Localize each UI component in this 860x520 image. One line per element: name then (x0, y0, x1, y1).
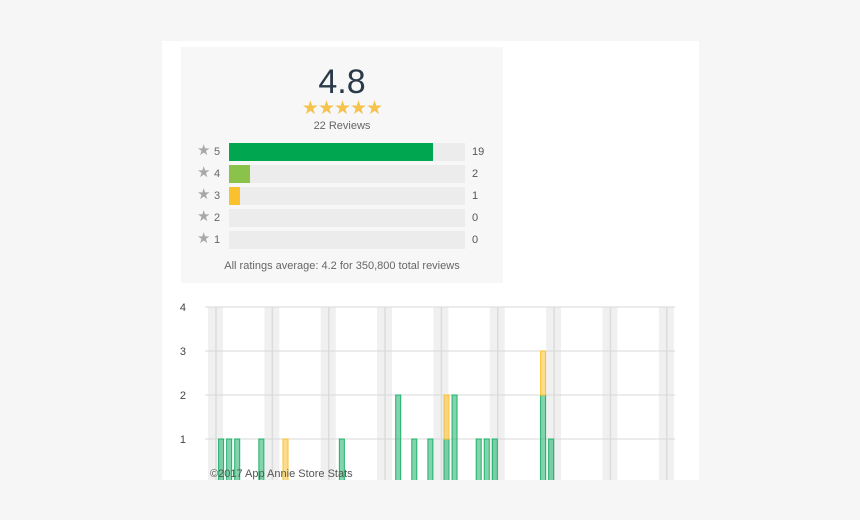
daily-ratings-chart: 1 2 3 4 (180, 302, 675, 480)
star-icon: ★ (197, 142, 211, 159)
daily-bar (540, 394, 547, 480)
rating-bar-fill (229, 143, 433, 161)
rating-bar-track (229, 165, 465, 183)
rating-count-label: 1 (472, 190, 479, 202)
reviews-card: 4.8 ★★★★★ 22 Reviews ★ 5 19 ★ 4 2 ★ 3 1 ★ 2 0 ★ 1 0 Al… (162, 41, 699, 480)
rating-count-label: 19 (472, 146, 485, 158)
daily-bar (395, 394, 402, 480)
star-icon: ★ (197, 208, 211, 225)
star-icon: ★ (197, 230, 211, 247)
daily-bar (540, 350, 547, 396)
daily-bar (475, 438, 482, 480)
rating-level-label: 3 (214, 190, 221, 202)
rating-bar-fill (229, 187, 240, 205)
rating-count-label: 2 (472, 168, 479, 180)
rating-stars-icon: ★★★★★ (301, 98, 383, 119)
all-ratings-average: All ratings average: 4.2 for 350,800 tot… (224, 260, 460, 272)
average-rating: 4.8 (318, 63, 366, 101)
daily-bar (483, 438, 490, 480)
daily-bar (338, 438, 345, 480)
daily-bar (427, 438, 434, 480)
daily-bar (443, 394, 450, 440)
y-tick-label: 2 (180, 390, 186, 402)
rating-summary-panel: 4.8 ★★★★★ 22 Reviews ★ 5 19 ★ 4 2 ★ 3 1 ★ 2 0 ★ 1 0 Al… (181, 47, 503, 283)
daily-bar (411, 438, 418, 480)
rating-row-2: ★ 2 0 (197, 208, 497, 227)
daily-bar (548, 438, 555, 480)
rating-row-5: ★ 5 19 (197, 142, 497, 161)
rating-level-label: 2 (214, 212, 221, 224)
daily-bar (258, 438, 265, 480)
daily-bar (443, 438, 450, 480)
daily-bar (234, 438, 241, 480)
rating-bar-track (229, 187, 465, 205)
rating-bar-track (229, 231, 465, 249)
star-icon: ★ (197, 186, 211, 203)
daily-bar (226, 438, 233, 480)
rating-row-1: ★ 1 0 (197, 230, 497, 249)
rating-level-label: 1 (214, 234, 221, 246)
rating-bar-track (229, 143, 465, 161)
copyright-text: ©2017 App Annie Store Stats (210, 468, 353, 480)
rating-row-4: ★ 4 2 (197, 164, 497, 183)
y-tick-label: 3 (180, 346, 186, 358)
daily-bar (451, 394, 458, 480)
rating-count-label: 0 (472, 234, 479, 246)
daily-bar (218, 438, 225, 480)
rating-row-3: ★ 3 1 (197, 186, 497, 205)
daily-bar (282, 438, 289, 480)
y-tick-label: 4 (180, 302, 186, 314)
rating-level-label: 5 (214, 146, 221, 158)
y-tick-label: 1 (180, 434, 186, 446)
rating-bar-fill (229, 165, 250, 183)
daily-bar (491, 438, 498, 480)
reviews-count: 22 Reviews (313, 120, 371, 132)
rating-count-label: 0 (472, 212, 479, 224)
rating-level-label: 4 (214, 168, 221, 180)
star-icon: ★ (197, 164, 211, 181)
rating-bar-track (229, 209, 465, 227)
